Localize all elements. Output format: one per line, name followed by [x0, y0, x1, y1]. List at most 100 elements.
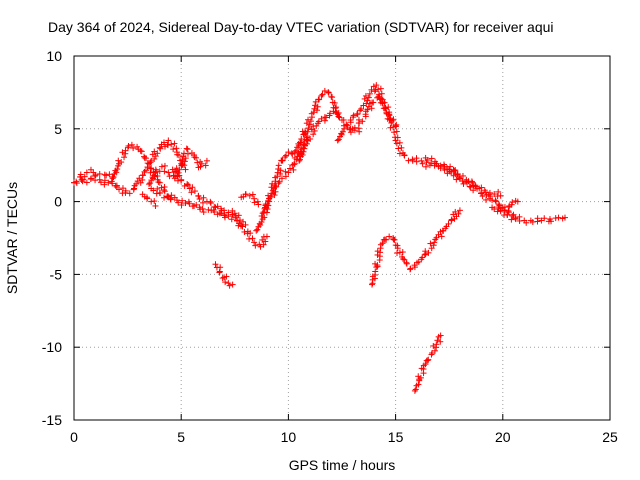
data-point-trail [481, 187, 488, 194]
series-arc-main-b [71, 173, 120, 189]
data-point [182, 200, 189, 207]
data-point-trail [174, 168, 181, 175]
data-point-trail [256, 220, 263, 227]
data-point-trail [437, 338, 444, 345]
data-point-trail [178, 177, 185, 184]
data-point-trail [184, 150, 191, 157]
data-point-trail [424, 156, 431, 163]
data-point-trail [432, 236, 439, 243]
data-point-trail [318, 92, 325, 99]
series-arc-rise-1 [253, 128, 311, 234]
data-point-trail [375, 86, 382, 93]
data-point-trail [302, 142, 309, 149]
data-point-trail [450, 172, 457, 179]
data-point-trail [312, 102, 319, 109]
plot-frame [73, 55, 611, 421]
data-point-trail [238, 223, 245, 230]
data-point-trail [124, 144, 131, 151]
data-point-trail [333, 110, 340, 117]
data-point-trail [271, 182, 278, 189]
data-point-trail [110, 174, 117, 181]
data-point-trail [452, 208, 459, 215]
data-point-trail [168, 192, 175, 199]
data-point-trail [314, 120, 321, 127]
data-point-trail [454, 171, 461, 178]
data-point-trail [207, 200, 214, 207]
data-point-trail [300, 141, 307, 148]
data-point-trail [200, 209, 207, 216]
data-point-trail [282, 168, 289, 175]
data-point-trail [307, 135, 314, 142]
data-points [71, 82, 568, 394]
data-point [291, 149, 298, 156]
series-arc-dip-2 [238, 191, 262, 208]
data-point-trail [153, 190, 160, 197]
data-point-trail [138, 148, 145, 155]
data-point-trail [144, 195, 151, 202]
data-point-trail [222, 279, 229, 286]
data-point-trail [166, 173, 173, 180]
data-point-trail [362, 108, 369, 115]
data-point-trail [234, 217, 241, 224]
data-point-trail [376, 94, 383, 101]
data-point-trail [541, 215, 548, 222]
data-point-trail [337, 133, 344, 140]
data-point [409, 157, 416, 164]
data-point [285, 149, 292, 156]
series-arc-peak-4 [349, 93, 401, 141]
data-point [263, 233, 270, 240]
data-point-trail [354, 110, 361, 117]
data-point [152, 202, 159, 209]
data-point-trail [173, 173, 180, 180]
data-point-trail [290, 166, 297, 173]
data-point-trail [430, 242, 437, 249]
data-point-trail [415, 258, 422, 265]
data-point-trail [262, 238, 269, 245]
data-point-trail [202, 162, 209, 169]
data-point-trail [399, 249, 406, 256]
data-point [478, 189, 485, 196]
series-arc-hump-2 [113, 137, 189, 197]
data-point-trail [188, 189, 195, 196]
data-point-trail [218, 205, 225, 212]
data-point-trail [391, 236, 398, 243]
data-point-trail [147, 180, 154, 187]
data-point-trail [211, 203, 218, 210]
data-point-trail [422, 163, 429, 170]
data-point-trail [456, 175, 463, 182]
data-point-trail [407, 266, 414, 273]
data-point-trail [479, 193, 486, 200]
data-point-trail [119, 149, 126, 156]
data-point-trail [241, 228, 248, 235]
data-point [386, 233, 393, 240]
data-point [182, 166, 189, 173]
data-point-trail [268, 184, 275, 191]
data-point-trail [149, 174, 156, 181]
data-point-trail [112, 167, 119, 174]
data-point-trail [92, 172, 99, 179]
data-point-trail [191, 188, 198, 195]
data-point-trail [391, 129, 398, 136]
x-tick-label: 10 [281, 429, 297, 445]
data-point-trail [377, 85, 384, 92]
data-point [148, 165, 155, 172]
data-point [321, 87, 328, 94]
data-point-trail [425, 356, 432, 363]
data-point-trail [323, 114, 330, 121]
data-point-trail [164, 142, 171, 149]
data-point-trail [470, 182, 477, 189]
data-point-trail [262, 202, 269, 209]
data-point-trail [261, 214, 268, 221]
data-point-trail [228, 216, 235, 223]
data-point-trail [377, 249, 384, 256]
data-point-trail [377, 241, 384, 248]
data-point-trail [292, 147, 299, 154]
data-point-trail [501, 207, 508, 214]
data-point-trail [274, 169, 281, 176]
data-point-trail [493, 198, 500, 205]
data-point-trail [372, 268, 379, 275]
data-point-trail [193, 201, 200, 208]
data-point-trail [304, 134, 311, 141]
data-point-trail [427, 240, 434, 247]
data-point [146, 181, 153, 188]
